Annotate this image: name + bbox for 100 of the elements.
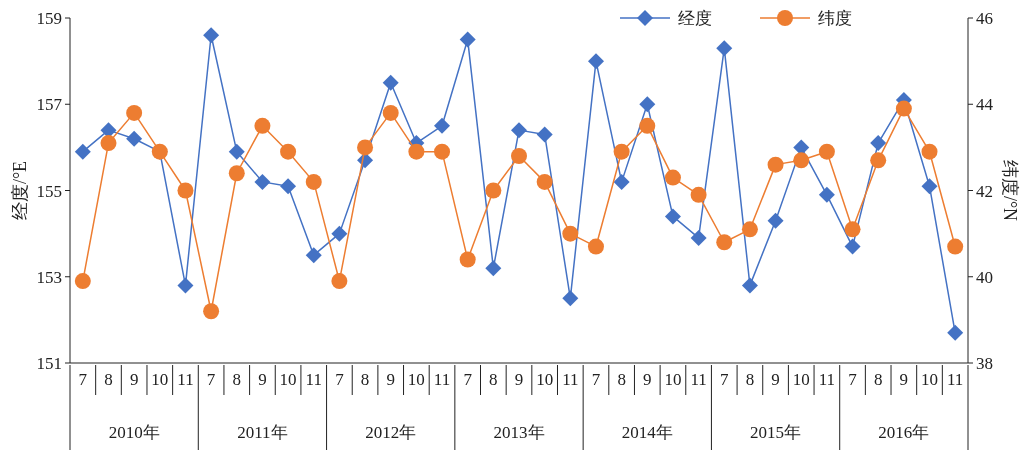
text: 2012年 bbox=[365, 423, 417, 442]
point bbox=[639, 117, 656, 134]
point bbox=[280, 143, 297, 160]
point bbox=[716, 234, 733, 251]
x-tick-label: 9 bbox=[386, 370, 395, 389]
point bbox=[767, 212, 784, 229]
point bbox=[613, 173, 630, 190]
point bbox=[870, 135, 887, 152]
point bbox=[254, 117, 271, 134]
point bbox=[767, 156, 784, 173]
text: 2010年 bbox=[108, 423, 160, 442]
point bbox=[870, 152, 887, 169]
point bbox=[511, 148, 527, 164]
text: 2011年 bbox=[237, 423, 288, 442]
point bbox=[844, 238, 861, 255]
y-tick-label: 157 bbox=[36, 95, 63, 115]
x-tick-label: 10 bbox=[792, 370, 810, 389]
y-axis-title: 经度/°E bbox=[10, 160, 30, 221]
point bbox=[511, 122, 527, 139]
y2-tick-label: 40 bbox=[976, 267, 993, 287]
point bbox=[587, 53, 604, 70]
text: 2015年 bbox=[750, 423, 802, 442]
x-tick-label: 8 bbox=[873, 370, 883, 389]
x-tick-label: 10 bbox=[536, 370, 554, 389]
x-tick-label: 8 bbox=[489, 370, 498, 389]
x-tick-label: 11 bbox=[818, 370, 836, 389]
point bbox=[434, 143, 451, 160]
y2-tick-label: 44 bbox=[976, 95, 994, 115]
point bbox=[562, 290, 579, 307]
point bbox=[485, 182, 502, 199]
x-tick-label: 10 bbox=[279, 370, 297, 389]
point bbox=[536, 173, 553, 190]
point bbox=[305, 247, 322, 264]
point bbox=[793, 152, 810, 169]
point bbox=[536, 126, 553, 143]
x-tick-label: 7 bbox=[720, 370, 730, 389]
text: 2016年 bbox=[878, 423, 930, 442]
x-tick-label: 10 bbox=[921, 370, 939, 389]
y-tick-label: 159 bbox=[36, 9, 62, 28]
x-tick-label: 7 bbox=[206, 370, 216, 389]
x-tick-label: 9 bbox=[258, 370, 267, 389]
x-tick-label: 11 bbox=[562, 370, 579, 389]
point bbox=[331, 225, 348, 242]
point bbox=[895, 100, 912, 117]
point bbox=[459, 251, 476, 268]
x-tick-label: 7 bbox=[463, 370, 473, 389]
x-tick-label: 11 bbox=[433, 370, 451, 389]
x-tick-label: 8 bbox=[360, 370, 370, 389]
point bbox=[228, 165, 245, 182]
point bbox=[177, 182, 194, 199]
point bbox=[459, 31, 476, 48]
point bbox=[228, 143, 245, 160]
point bbox=[664, 169, 681, 186]
point bbox=[408, 143, 425, 160]
point bbox=[664, 208, 681, 225]
x-tick-label: 8 bbox=[104, 370, 113, 389]
legend-label: 纬度 bbox=[818, 9, 852, 28]
point bbox=[203, 27, 220, 44]
x-tick-label: 7 bbox=[591, 370, 601, 389]
point bbox=[639, 96, 656, 113]
y2-tick-label: 38 bbox=[976, 354, 993, 373]
point bbox=[562, 225, 579, 242]
x-tick-label: 8 bbox=[232, 370, 242, 389]
x-tick-label: 11 bbox=[946, 370, 964, 389]
x-tick-label: 9 bbox=[899, 370, 909, 389]
y-tick-label: 153 bbox=[36, 267, 62, 287]
x-tick-label: 9 bbox=[129, 370, 139, 389]
x-tick-label: 11 bbox=[177, 370, 194, 389]
y2-tick-label: 42 bbox=[976, 181, 993, 201]
point bbox=[357, 139, 374, 156]
x-tick-label: 7 bbox=[848, 370, 858, 389]
point bbox=[177, 277, 194, 294]
x-tick-label: 9 bbox=[514, 370, 524, 389]
point bbox=[690, 186, 707, 203]
point bbox=[74, 143, 91, 160]
point bbox=[921, 178, 938, 195]
point bbox=[382, 104, 399, 121]
point bbox=[100, 135, 117, 152]
point bbox=[280, 178, 297, 195]
x-tick-label: 7 bbox=[78, 370, 88, 389]
point bbox=[305, 173, 322, 190]
x-tick-label: 9 bbox=[771, 370, 780, 389]
point bbox=[74, 273, 91, 290]
legend-label: 经度 bbox=[678, 9, 712, 28]
y-tick-label: 155 bbox=[36, 181, 62, 201]
point bbox=[126, 130, 143, 147]
x-tick-label: 10 bbox=[407, 370, 425, 389]
x-tick-label: 9 bbox=[643, 370, 652, 389]
point bbox=[126, 104, 143, 121]
x-tick-label: 7 bbox=[335, 370, 345, 389]
point bbox=[434, 117, 451, 134]
point bbox=[947, 238, 964, 255]
point bbox=[485, 260, 502, 277]
point bbox=[690, 229, 707, 246]
point bbox=[203, 303, 220, 320]
point bbox=[741, 221, 758, 238]
point bbox=[818, 143, 835, 160]
x-tick-label: 10 bbox=[151, 370, 169, 389]
point bbox=[844, 221, 861, 238]
point bbox=[254, 173, 271, 190]
